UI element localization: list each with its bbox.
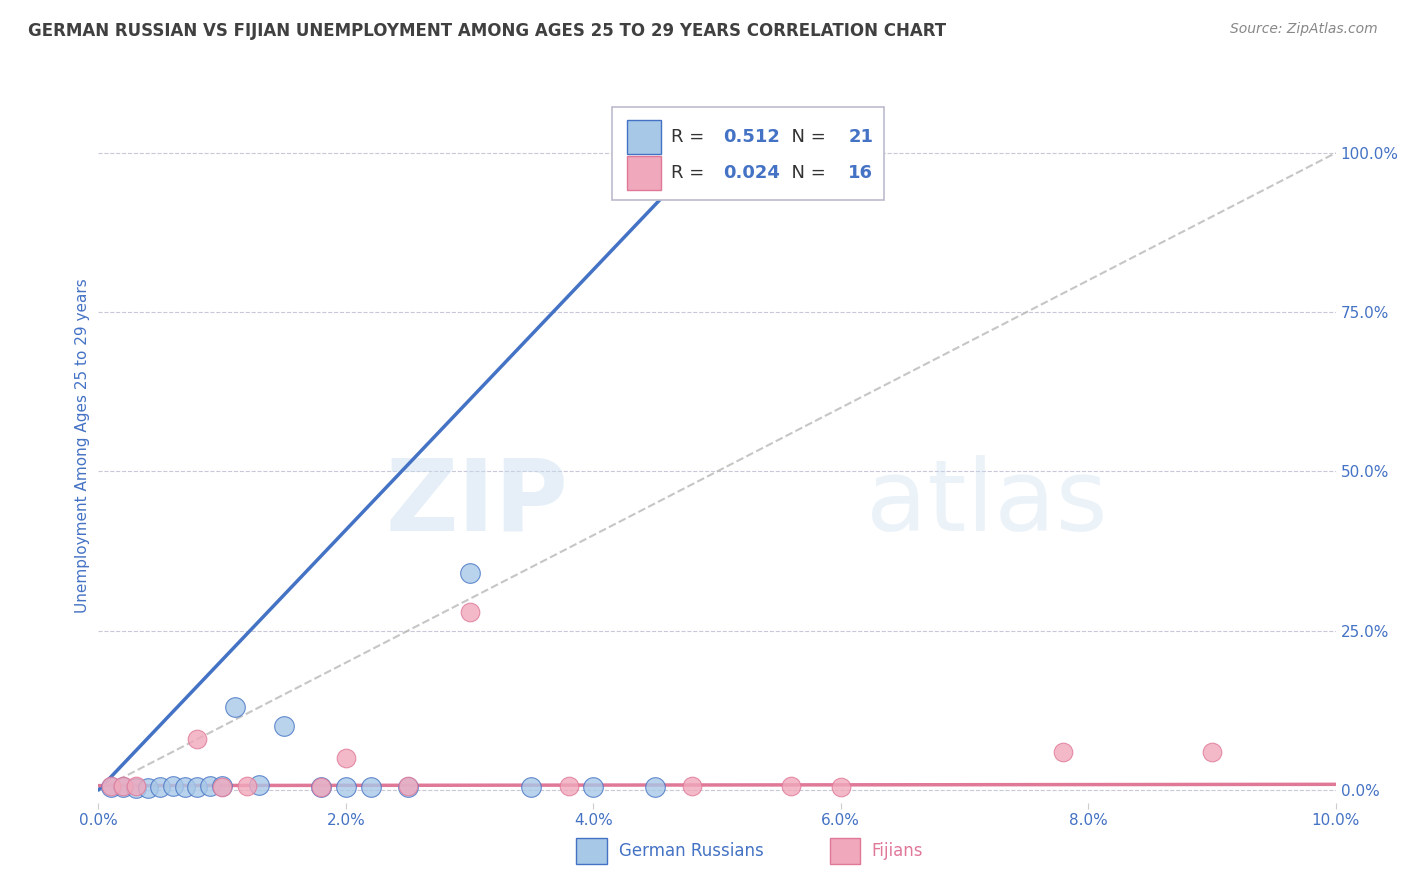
Point [335,780,357,794]
Point [309,780,332,794]
Text: Source: ZipAtlas.com: Source: ZipAtlas.com [1230,22,1378,37]
Point [124,779,146,793]
FancyBboxPatch shape [830,838,860,864]
FancyBboxPatch shape [627,120,661,154]
Point [162,779,184,793]
Point [1201,745,1223,759]
Point [100,780,122,794]
Point [112,780,135,794]
Text: R =: R = [671,164,710,182]
Text: 0.512: 0.512 [723,128,780,146]
FancyBboxPatch shape [627,155,661,190]
Point [458,566,481,581]
Point [644,780,666,794]
Point [273,719,295,733]
Text: 21: 21 [848,128,873,146]
Point [335,751,357,765]
Point [830,780,852,794]
Point [198,779,221,793]
Point [681,779,703,793]
Text: German Russians: German Russians [619,842,763,860]
Point [236,779,259,793]
Point [211,780,233,794]
FancyBboxPatch shape [612,107,884,200]
Point [136,781,159,796]
Point [396,779,419,793]
Point [458,605,481,619]
Point [124,780,146,795]
Text: ZIP: ZIP [385,455,568,551]
Point [186,732,208,747]
Text: 16: 16 [848,164,873,182]
FancyBboxPatch shape [576,838,607,864]
Point [174,780,197,794]
Point [224,700,246,714]
Point [149,780,172,794]
Point [396,780,419,794]
Point [360,780,382,794]
Text: GERMAN RUSSIAN VS FIJIAN UNEMPLOYMENT AMONG AGES 25 TO 29 YEARS CORRELATION CHAR: GERMAN RUSSIAN VS FIJIAN UNEMPLOYMENT AM… [28,22,946,40]
Point [112,779,135,793]
Point [211,779,233,793]
Text: N =: N = [780,128,832,146]
Text: R =: R = [671,128,710,146]
Point [186,780,208,794]
Point [780,779,803,793]
Y-axis label: Unemployment Among Ages 25 to 29 years: Unemployment Among Ages 25 to 29 years [75,278,90,614]
Point [557,779,579,793]
Point [520,780,543,794]
Text: atlas: atlas [866,455,1107,551]
Point [1052,745,1074,759]
Point [100,779,122,793]
Text: Fijians: Fijians [872,842,924,860]
Text: 0.024: 0.024 [723,164,780,182]
Point [309,780,332,794]
Text: N =: N = [780,164,832,182]
Point [582,780,605,794]
Point [247,778,270,792]
